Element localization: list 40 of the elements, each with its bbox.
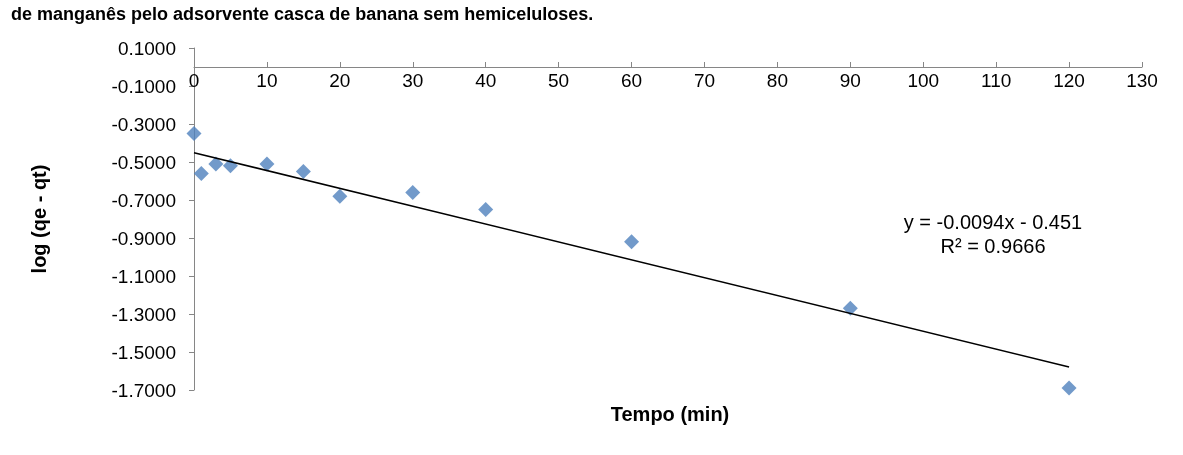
y-tick-label: -1.7000 — [111, 379, 176, 401]
x-tick-label: 110 — [981, 70, 1012, 91]
x-tick-label: 60 — [620, 70, 643, 91]
x-tick-label: 70 — [693, 70, 716, 91]
x-tick-label: 120 — [1053, 70, 1085, 91]
x-tick-label: 30 — [402, 70, 424, 91]
point — [186, 126, 202, 141]
y-tick-label: -1.3000 — [111, 303, 176, 325]
point — [259, 156, 275, 172]
point — [1061, 380, 1077, 396]
x-tick-label: 80 — [766, 70, 788, 91]
point — [478, 202, 494, 217]
x-axis-title: Tempo (min) — [610, 403, 730, 425]
annotation: R² = 0.9666 — [940, 235, 1046, 257]
point — [624, 234, 640, 250]
point — [295, 164, 311, 179]
point — [193, 165, 209, 181]
point — [405, 184, 421, 200]
annotation: y = -0.0094x - 0.451 — [903, 211, 1083, 233]
x-tick-label: 10 — [256, 70, 278, 91]
y-tick-label: -0.7000 — [111, 189, 176, 211]
x-tick-label: 50 — [548, 70, 570, 91]
y-tick-label: 0.1000 — [117, 37, 176, 59]
point — [208, 156, 224, 172]
y-tick-label: -0.5000 — [111, 151, 176, 173]
y-axis-title: log (qe - qt) — [28, 164, 50, 274]
y-tick-label: -1.5000 — [111, 341, 176, 363]
y-tick-label: -0.9000 — [111, 227, 176, 249]
x-tick-label: 130 — [1126, 70, 1158, 91]
y-tick-label: -0.1000 — [111, 75, 176, 97]
x-tick-label: 0 — [188, 70, 200, 91]
point — [842, 300, 858, 316]
x-tick-label: 40 — [475, 70, 497, 91]
chart-title: de manganês pelo adsorvente casca de banana sem hemiceluloses. — [11, 4, 594, 24]
point — [332, 188, 348, 204]
x-tick-label: 20 — [329, 70, 351, 91]
y-tick-label: -1.1000 — [111, 265, 176, 287]
x-tick-label: 90 — [839, 70, 861, 91]
x-tick-label: 100 — [907, 70, 940, 91]
y-tick-label: -0.3000 — [111, 113, 176, 135]
